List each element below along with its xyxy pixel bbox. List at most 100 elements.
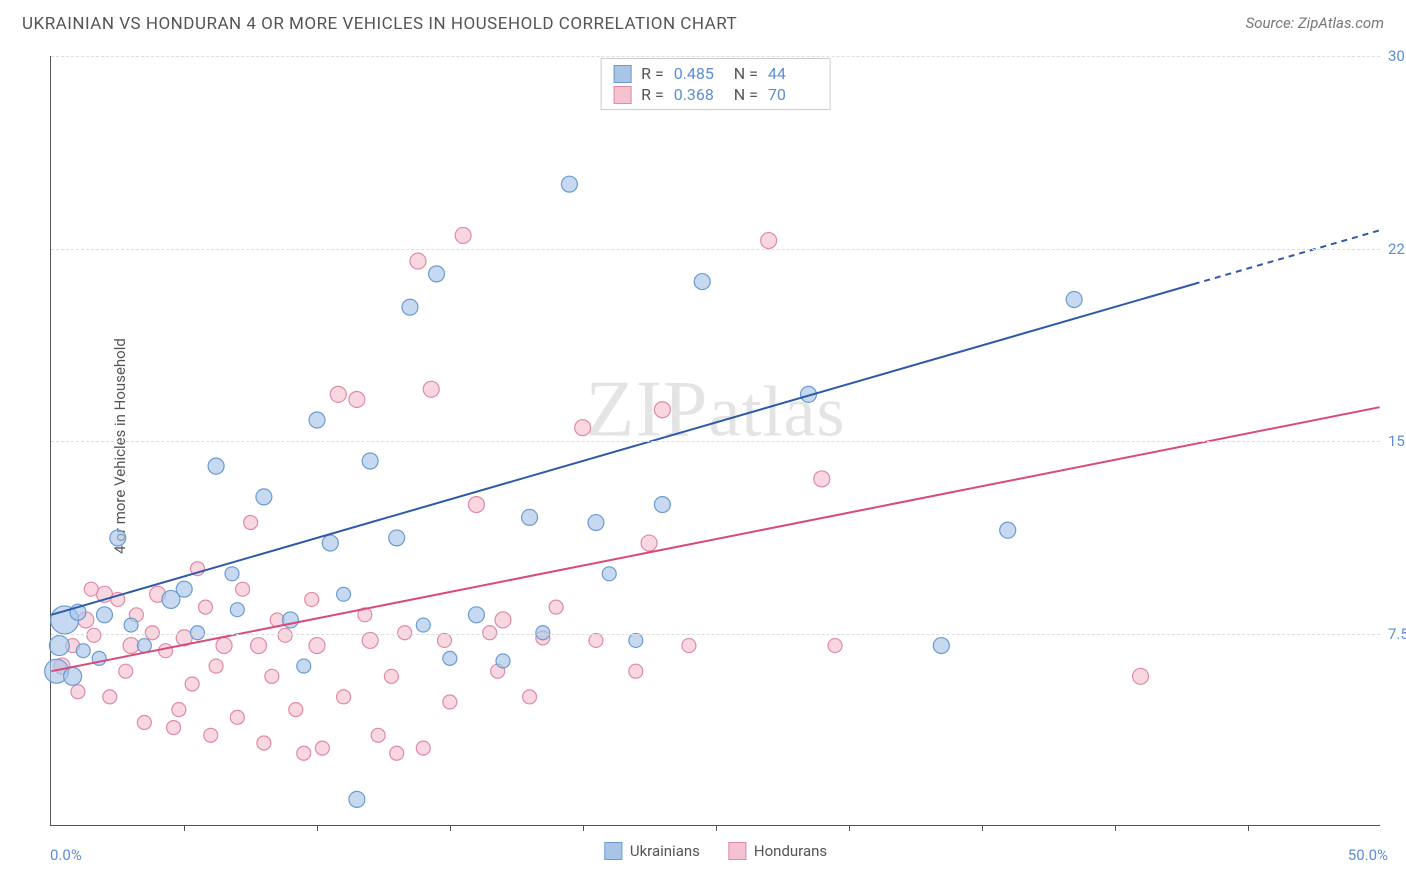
data-point <box>384 669 398 683</box>
n-value-ukrainians: 44 <box>768 64 818 83</box>
data-point <box>137 639 151 653</box>
data-point <box>97 607 113 623</box>
legend-label-hondurans: Hondurans <box>754 842 827 860</box>
y-tick-label: 7.5% <box>1388 625 1406 643</box>
data-point <box>429 266 445 282</box>
gridline <box>51 634 1380 635</box>
r-value-hondurans: 0.368 <box>674 85 724 104</box>
data-point <box>103 690 117 704</box>
swatch-ukrainians-icon <box>604 842 622 860</box>
data-point <box>265 669 279 683</box>
data-point <box>933 638 949 654</box>
r-label: R = <box>641 85 664 104</box>
data-point <box>337 587 351 601</box>
data-point <box>330 386 346 402</box>
data-point <box>523 690 537 704</box>
data-point <box>84 582 98 596</box>
x-tick <box>982 825 983 831</box>
data-point <box>423 381 439 397</box>
data-point <box>236 582 250 596</box>
data-point <box>362 453 378 469</box>
data-point <box>371 728 385 742</box>
correlation-legend: R = 0.485 N = 44 R = 0.368 N = 70 <box>600 58 831 110</box>
data-point <box>443 695 457 709</box>
data-point <box>172 703 186 717</box>
data-point <box>814 471 830 487</box>
data-point <box>167 721 181 735</box>
x-tick <box>1248 825 1249 831</box>
chart-title: UKRAINIAN VS HONDURAN 4 OR MORE VEHICLES… <box>22 14 737 34</box>
data-point <box>1000 522 1016 538</box>
n-label: N = <box>734 64 758 83</box>
data-point <box>176 581 192 597</box>
data-point <box>682 639 696 653</box>
data-point <box>362 632 378 648</box>
data-point <box>225 567 239 581</box>
gridline <box>51 249 1380 250</box>
data-point <box>468 607 484 623</box>
data-point <box>549 600 563 614</box>
data-point <box>76 644 90 658</box>
x-tick <box>849 825 850 831</box>
x-tick <box>450 825 451 831</box>
data-point <box>468 497 484 513</box>
r-label: R = <box>641 64 664 83</box>
data-point <box>251 638 267 654</box>
data-point <box>561 176 577 192</box>
data-point <box>349 391 365 407</box>
x-tick <box>716 825 717 831</box>
data-point <box>208 458 224 474</box>
r-value-ukrainians: 0.485 <box>674 64 724 83</box>
x-axis-max: 50.0% <box>1348 846 1388 864</box>
data-point <box>522 509 538 525</box>
data-point <box>416 741 430 755</box>
data-point <box>71 685 85 699</box>
data-point <box>1133 668 1149 684</box>
data-point <box>49 636 69 656</box>
data-point <box>198 600 212 614</box>
n-label: N = <box>734 85 758 104</box>
data-point <box>244 516 258 530</box>
data-point <box>297 659 311 673</box>
data-point <box>297 746 311 760</box>
series-legend: Ukrainians Hondurans <box>604 842 827 860</box>
data-point <box>438 633 452 647</box>
data-point <box>402 299 418 315</box>
data-point <box>159 644 173 658</box>
data-point <box>309 638 325 654</box>
x-tick <box>317 825 318 831</box>
data-point <box>641 535 657 551</box>
data-point <box>278 628 292 642</box>
data-point <box>216 638 232 654</box>
data-point <box>209 659 223 673</box>
data-point <box>694 274 710 290</box>
plot-area: ZIPatlas R = 0.485 N = 44 R = 0.368 N = … <box>50 56 1380 826</box>
data-point <box>629 633 643 647</box>
data-point <box>575 420 591 436</box>
x-tick <box>1115 825 1116 831</box>
gridline <box>51 441 1380 442</box>
trend-line-extrapolated <box>1194 230 1380 284</box>
y-tick-label: 15.0% <box>1388 432 1406 450</box>
trend-line <box>51 284 1193 615</box>
data-point <box>230 603 244 617</box>
data-point <box>602 567 616 581</box>
chart-container: UKRAINIAN VS HONDURAN 4 OR MORE VEHICLES… <box>0 0 1406 892</box>
legend-row-ukrainians: R = 0.485 N = 44 <box>613 63 818 84</box>
data-point <box>589 633 603 647</box>
data-point <box>828 639 842 653</box>
data-point <box>322 535 338 551</box>
data-point <box>588 515 604 531</box>
data-point <box>289 703 303 717</box>
data-point <box>455 227 471 243</box>
data-point <box>123 638 139 654</box>
data-point <box>256 489 272 505</box>
legend-label-ukrainians: Ukrainians <box>630 842 700 860</box>
source-attribution: Source: ZipAtlas.com <box>1246 14 1384 32</box>
gridline <box>51 56 1380 57</box>
data-point <box>230 710 244 724</box>
data-point <box>185 677 199 691</box>
data-point <box>496 654 510 668</box>
data-point <box>410 253 426 269</box>
data-point <box>87 628 101 642</box>
